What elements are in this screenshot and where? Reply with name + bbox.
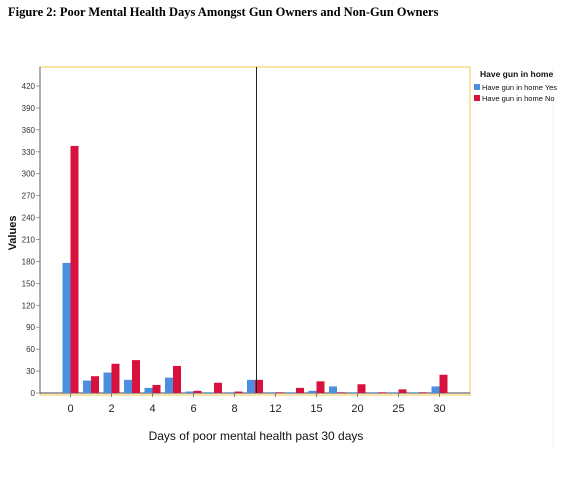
bar-gun-no [132, 360, 140, 393]
bar-gun-no [296, 387, 304, 393]
y-tick-label: 60 [26, 345, 35, 354]
bar-gun-no [439, 374, 448, 393]
legend-swatch-yes [474, 84, 480, 90]
x-tick-layer: 0 2 4 6 8 12 15 20 25 30 [67, 393, 446, 415]
legend-swatch-no [474, 95, 480, 101]
bar-gun-no [316, 381, 325, 393]
x-tick-label: 8 [231, 403, 237, 415]
legend-label-yes: Have gun in home Yes [482, 83, 557, 92]
x-tick-label: 6 [190, 403, 196, 415]
bar-gun-no [173, 365, 181, 393]
x-tick-label: 20 [351, 403, 363, 415]
bar-gun-yes [226, 392, 235, 393]
y-tick-label: 390 [22, 104, 36, 113]
bar-gun-no [419, 392, 427, 393]
bar-gun-no [70, 145, 79, 393]
x-tick-label: 15 [310, 403, 322, 415]
bar-gun-yes [411, 392, 419, 393]
bar-gun-no [234, 391, 243, 393]
legend-label-no: Have gun in home No [482, 94, 555, 103]
bar-gun-yes [83, 380, 91, 393]
x-tick-label: 25 [392, 403, 404, 415]
bar-gun-no [255, 379, 263, 393]
y-tick-label: 270 [22, 192, 36, 201]
bar-gun-yes [185, 391, 194, 393]
bar-gun-yes [165, 377, 173, 393]
x-tick-label: 4 [149, 403, 155, 415]
bar-gun-no [214, 382, 222, 393]
y-tick-label: 420 [22, 82, 36, 91]
bar-gun-yes [329, 386, 337, 393]
x-tick-label: 0 [67, 403, 73, 415]
y-tick-label: 210 [22, 236, 36, 245]
bar-gun-yes [206, 392, 214, 393]
x-tick-label: 12 [269, 403, 281, 415]
bar-gun-yes [390, 392, 399, 393]
bar-gun-yes [247, 379, 255, 393]
bar-gun-yes [62, 262, 71, 393]
x-tick-label: 2 [108, 403, 114, 415]
y-tick-label: 300 [22, 170, 36, 179]
figure-title: Figure 2: Poor Mental Health Days Amongs… [8, 5, 439, 19]
bar-gun-yes [124, 379, 132, 393]
bar-gun-yes [308, 390, 317, 393]
bar-gun-no [193, 390, 202, 393]
y-tick-label: 150 [22, 279, 36, 288]
y-tick-label: 360 [22, 126, 36, 135]
bar-gun-no [337, 392, 345, 393]
bar-gun-no [357, 384, 366, 393]
x-tick-label: 30 [433, 403, 445, 415]
bar-layer [62, 145, 448, 393]
y-tick-label: 30 [26, 367, 35, 376]
bar-gun-no [398, 389, 407, 393]
x-axis-title: Days of poor mental health past 30 days [149, 429, 364, 443]
bar-gun-yes [370, 392, 378, 393]
y-tick-label: 330 [22, 148, 36, 157]
bar-gun-yes [349, 392, 358, 393]
y-axis-title: Values [7, 216, 19, 251]
y-tick-label: 0 [31, 389, 36, 398]
bar-gun-yes [288, 392, 296, 393]
bar-gun-no [378, 392, 386, 393]
bar-gun-yes [103, 372, 112, 393]
y-tick-label: 180 [22, 257, 36, 266]
legend-title: Have gun in home [480, 69, 553, 79]
legend: Have gun in home Have gun in home Yes Ha… [474, 69, 557, 103]
bar-gun-no [111, 363, 120, 393]
bar-gun-yes [144, 387, 153, 393]
bar-gun-no [275, 392, 284, 393]
chart-frame [39, 66, 471, 396]
y-tick-label: 120 [22, 301, 36, 310]
y-tick-label: 90 [26, 323, 35, 332]
y-tick-label: 240 [22, 214, 36, 223]
y-tick-layer: 0 30 60 90 120 150 180 210 240 270 300 330 360 390 420 [22, 82, 40, 398]
bar-gun-yes [267, 392, 276, 393]
bar-gun-no [152, 384, 161, 393]
bar-gun-no [91, 376, 99, 393]
bar-gun-yes [431, 386, 440, 393]
